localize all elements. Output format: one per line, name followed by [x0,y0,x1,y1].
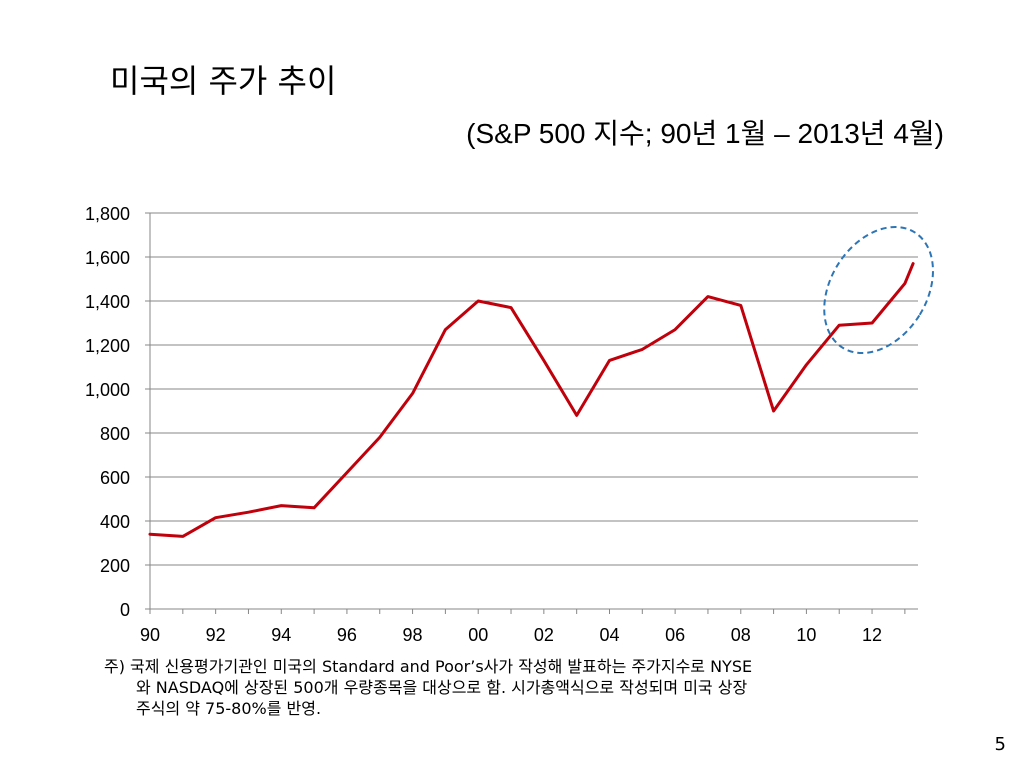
x-axis-tick-labels: 90 92 94 96 98 00 02 04 06 08 10 12 [140,625,882,645]
x-tick-label: 08 [731,625,751,645]
x-tick-label: 00 [468,625,488,645]
x-tick-label: 02 [534,625,554,645]
y-tick-label: 400 [100,512,130,532]
page-number: 5 [994,734,1006,755]
slide-title: 미국의 주가 추이 [110,62,337,100]
y-tick-label: 600 [100,468,130,488]
y-axis-tick-labels: 0 200 400 600 800 1,000 1,200 1,400 1,600 1,800 [85,204,130,620]
x-tick-label: 90 [140,625,160,645]
x-tick-label: 96 [337,625,357,645]
highlight-ellipse [823,225,934,355]
x-tick-label: 10 [796,625,816,645]
x-tick-label: 98 [403,625,423,645]
y-tick-label: 200 [100,556,130,576]
footnote-line: 와 NASDAQ에 상장된 500개 우량종목을 대상으로 함. 시가총액식으로… [136,678,748,697]
y-tick-label: 0 [120,600,130,620]
footnote-line: 주식의 약 75-80%를 반영. [136,699,322,718]
chart-gridlines [150,212,918,566]
footnote-line: 주) 국제 신용평가기관인 미국의 Standard and Poor’s사가 … [104,657,753,676]
sp500-series-line [148,262,915,538]
y-tick-label: 1,000 [85,380,130,400]
x-tick-label: 92 [206,625,226,645]
highlight-ellipse-shape [823,225,934,355]
y-tick-label: 1,600 [85,248,130,268]
chart-axes [145,212,918,614]
x-tick-label: 04 [599,625,619,645]
y-tick-label: 800 [100,424,130,444]
chart-series [148,262,915,538]
y-tick-label: 1,400 [85,292,130,312]
x-tick-label: 12 [862,625,882,645]
x-tick-label: 94 [271,625,291,645]
y-tick-label: 1,200 [85,336,130,356]
y-tick-label: 1,800 [85,204,130,224]
slide-subtitle: (S&P 500 지수; 90년 1월 – 2013년 4월) [466,118,944,149]
footnote: 주) 국제 신용평가기관인 미국의 Standard and Poor’s사가 … [104,656,954,719]
x-tick-label: 06 [665,625,685,645]
